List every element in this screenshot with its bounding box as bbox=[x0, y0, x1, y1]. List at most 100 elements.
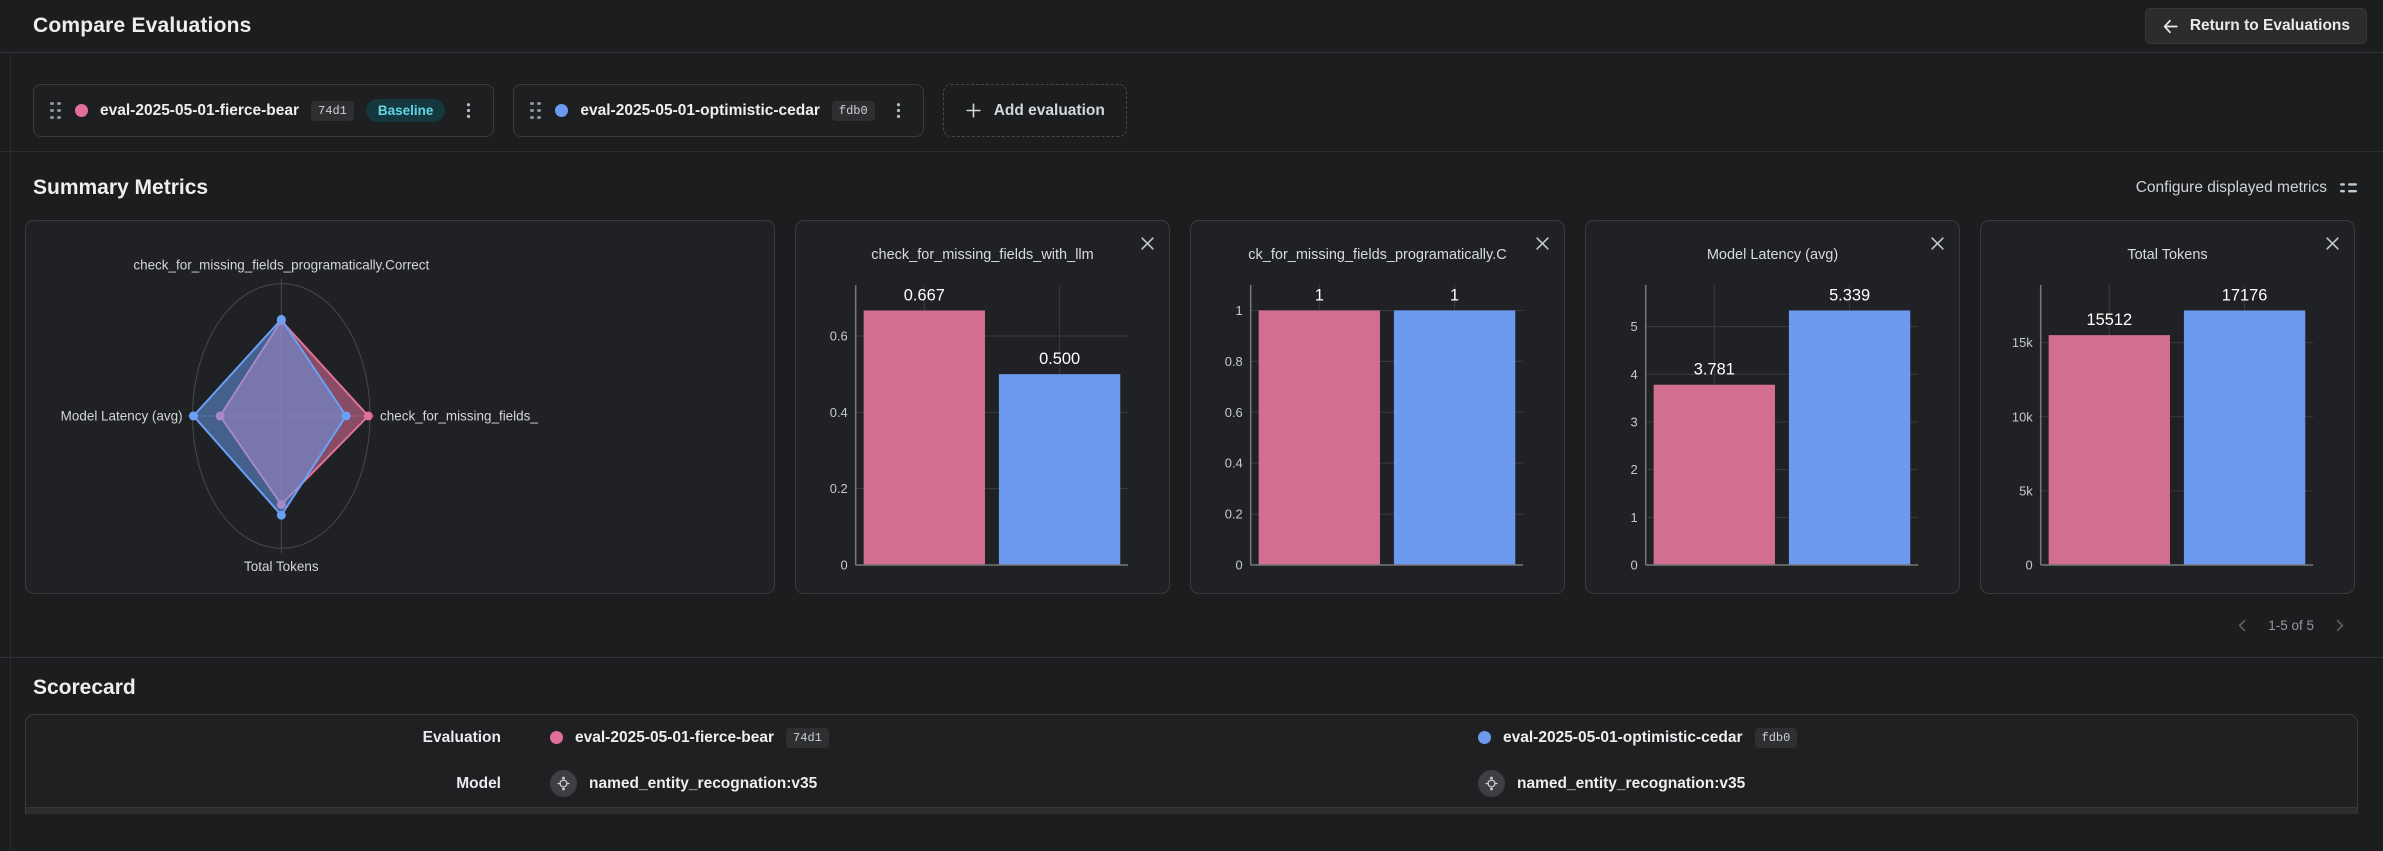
evaluation-selector-row: eval-2025-05-01-fierce-bear 74d1 Baselin… bbox=[0, 53, 2383, 152]
page-range-label: 1-5 of 5 bbox=[2268, 618, 2314, 633]
add-evaluation-button[interactable]: Add evaluation bbox=[942, 84, 1127, 137]
scorecard-header: Scorecard bbox=[0, 658, 2383, 714]
close-icon bbox=[1140, 236, 1154, 250]
return-to-evaluations-button[interactable]: Return to Evaluations bbox=[2144, 8, 2367, 44]
chevron-right-icon[interactable] bbox=[2330, 616, 2349, 635]
svg-text:0.2: 0.2 bbox=[1225, 507, 1243, 522]
evaluation-cell-compare: eval-2025-05-01-optimistic-cedar fdb0 bbox=[1453, 727, 2357, 748]
close-icon bbox=[1535, 236, 1549, 250]
model-cell-baseline: named_entity_recognation:v35 bbox=[501, 770, 1453, 797]
evaluation-id-badge: 74d1 bbox=[786, 727, 829, 748]
svg-text:0: 0 bbox=[2026, 557, 2033, 572]
eval-color-dot bbox=[75, 104, 88, 117]
scorecard-table: Evaluation eval-2025-05-01-fierce-bear 7… bbox=[25, 714, 2358, 814]
baseline-badge: Baseline bbox=[365, 98, 446, 123]
kebab-menu-icon[interactable] bbox=[887, 100, 910, 121]
svg-text:15k: 15k bbox=[2012, 335, 2033, 350]
close-button[interactable] bbox=[1530, 231, 1554, 255]
evaluation-id-badge: fdb0 bbox=[831, 100, 875, 121]
drag-handle-icon[interactable] bbox=[528, 98, 543, 124]
bar-chart: 0 1 2 3 4 5 3.781 5.339 bbox=[1586, 277, 1959, 593]
close-button[interactable] bbox=[2320, 231, 2344, 255]
radar-chart: check_for_missing_fields_programatically… bbox=[26, 221, 774, 593]
next-row-partial bbox=[26, 807, 2357, 814]
svg-text:Model Latency (avg): Model Latency (avg) bbox=[61, 408, 183, 423]
page-title: Compare Evaluations bbox=[33, 14, 252, 37]
chart-title: check_for_missing_fields_with_llm bbox=[871, 247, 1094, 263]
row-label: Evaluation bbox=[422, 728, 501, 746]
svg-text:1: 1 bbox=[1450, 286, 1459, 304]
svg-text:0.6: 0.6 bbox=[1225, 405, 1243, 420]
configure-metrics-label: Configure displayed metrics bbox=[2135, 179, 2327, 196]
drag-handle-icon[interactable] bbox=[48, 98, 63, 124]
kebab-menu-icon[interactable] bbox=[457, 100, 480, 121]
svg-text:0.4: 0.4 bbox=[1225, 456, 1243, 471]
svg-text:0: 0 bbox=[1631, 557, 1638, 572]
page-header: Compare Evaluations Return to Evaluation… bbox=[0, 0, 2383, 53]
svg-text:1: 1 bbox=[1631, 510, 1638, 525]
configure-displayed-metrics-button[interactable]: Configure displayed metrics bbox=[2136, 179, 2358, 197]
section-divider bbox=[0, 657, 2383, 658]
svg-text:10k: 10k bbox=[2012, 409, 2033, 424]
close-button[interactable] bbox=[1925, 231, 1949, 255]
svg-text:0.500: 0.500 bbox=[1039, 350, 1080, 368]
svg-text:0.4: 0.4 bbox=[830, 405, 848, 420]
summary-metrics-title: Summary Metrics bbox=[33, 176, 209, 199]
chevron-left-icon[interactable] bbox=[2233, 616, 2252, 635]
scorecard-row-evaluation: Evaluation eval-2025-05-01-fierce-bear 7… bbox=[26, 715, 2357, 760]
model-icon bbox=[550, 770, 577, 797]
model-name: named_entity_recognation:v35 bbox=[1517, 774, 1746, 792]
svg-text:5: 5 bbox=[1631, 319, 1638, 334]
model-icon bbox=[1478, 770, 1505, 797]
eval-color-dot bbox=[555, 104, 569, 117]
configure-metrics-icon bbox=[2339, 180, 2358, 196]
svg-text:3: 3 bbox=[1631, 414, 1638, 429]
svg-text:5k: 5k bbox=[2019, 483, 2033, 498]
svg-text:0: 0 bbox=[841, 557, 848, 572]
model-name: named_entity_recognation:v35 bbox=[589, 774, 818, 792]
svg-text:0.8: 0.8 bbox=[1225, 354, 1243, 369]
svg-text:0.2: 0.2 bbox=[830, 481, 848, 496]
summary-metrics-header: Summary Metrics Configure displayed metr… bbox=[0, 152, 2383, 216]
svg-text:0.6: 0.6 bbox=[830, 328, 848, 343]
evaluation-name: eval-2025-05-01-optimistic-cedar bbox=[580, 101, 820, 119]
model-cell-compare: named_entity_recognation:v35 bbox=[1453, 770, 2357, 797]
panel-divider bbox=[10, 53, 11, 851]
svg-text:0: 0 bbox=[1236, 557, 1243, 572]
evaluation-name: eval-2025-05-01-fierce-bear bbox=[575, 728, 775, 746]
add-evaluation-label: Add evaluation bbox=[993, 101, 1105, 119]
plus-icon bbox=[965, 102, 982, 119]
eval-color-dot bbox=[1478, 731, 1491, 744]
evaluation-id-badge: fdb0 bbox=[1754, 727, 1798, 748]
svg-text:2: 2 bbox=[1631, 462, 1638, 477]
svg-text:0.667: 0.667 bbox=[904, 286, 945, 304]
metric-card-check-for-missing-fields-programatically: ck_for_missing_fields_programatically.C … bbox=[1190, 220, 1565, 594]
evaluation-chip-baseline[interactable]: eval-2025-05-01-fierce-bear 74d1 Baselin… bbox=[33, 84, 495, 137]
eval-color-dot bbox=[550, 731, 563, 744]
metric-card-total-tokens: Total Tokens 0 5k 10k 15k 15512 17176 bbox=[1980, 220, 2355, 594]
evaluation-chip-compare[interactable]: eval-2025-05-01-optimistic-cedar fdb0 bbox=[513, 84, 924, 137]
metric-card-model-latency: Model Latency (avg) 0 1 2 3 4 5 3.781 5.339 bbox=[1585, 220, 1960, 594]
metric-card-check-for-missing-fields-with-llm: check_for_missing_fields_with_llm 0 0.2 0.… bbox=[795, 220, 1170, 594]
arrow-left-icon bbox=[2162, 18, 2179, 35]
scorecard-row-model: Model named_entity_recognation:v35 named… bbox=[26, 760, 2357, 807]
close-button[interactable] bbox=[1135, 231, 1159, 255]
chart-title: Total Tokens bbox=[2127, 247, 2208, 263]
evaluation-name: eval-2025-05-01-fierce-bear bbox=[100, 101, 300, 119]
summary-metrics-cards: check_for_missing_fields_programatically… bbox=[25, 220, 2358, 594]
return-to-evaluations-label: Return to Evaluations bbox=[2189, 17, 2350, 34]
svg-text:5.339: 5.339 bbox=[1829, 286, 1870, 304]
svg-text:1: 1 bbox=[1236, 303, 1243, 318]
svg-text:15512: 15512 bbox=[2087, 311, 2133, 329]
bar-chart: 0 0.2 0.4 0.6 0.667 0.500 bbox=[796, 277, 1169, 593]
svg-text:check_for_missing_fields_progr: check_for_missing_fields_programatically… bbox=[133, 258, 429, 273]
close-icon bbox=[2325, 236, 2339, 250]
svg-text:1: 1 bbox=[1315, 286, 1324, 304]
row-label: Model bbox=[456, 774, 501, 792]
svg-text:4: 4 bbox=[1631, 367, 1638, 382]
scorecard-title: Scorecard bbox=[33, 676, 136, 699]
radar-chart-card: check_for_missing_fields_programatically… bbox=[25, 220, 775, 594]
evaluation-cell-baseline: eval-2025-05-01-fierce-bear 74d1 bbox=[501, 727, 1453, 748]
chart-title: ck_for_missing_fields_programatically.C bbox=[1248, 247, 1507, 263]
bar-chart: 0 0.2 0.4 0.6 0.8 1 1 1 bbox=[1191, 277, 1564, 593]
